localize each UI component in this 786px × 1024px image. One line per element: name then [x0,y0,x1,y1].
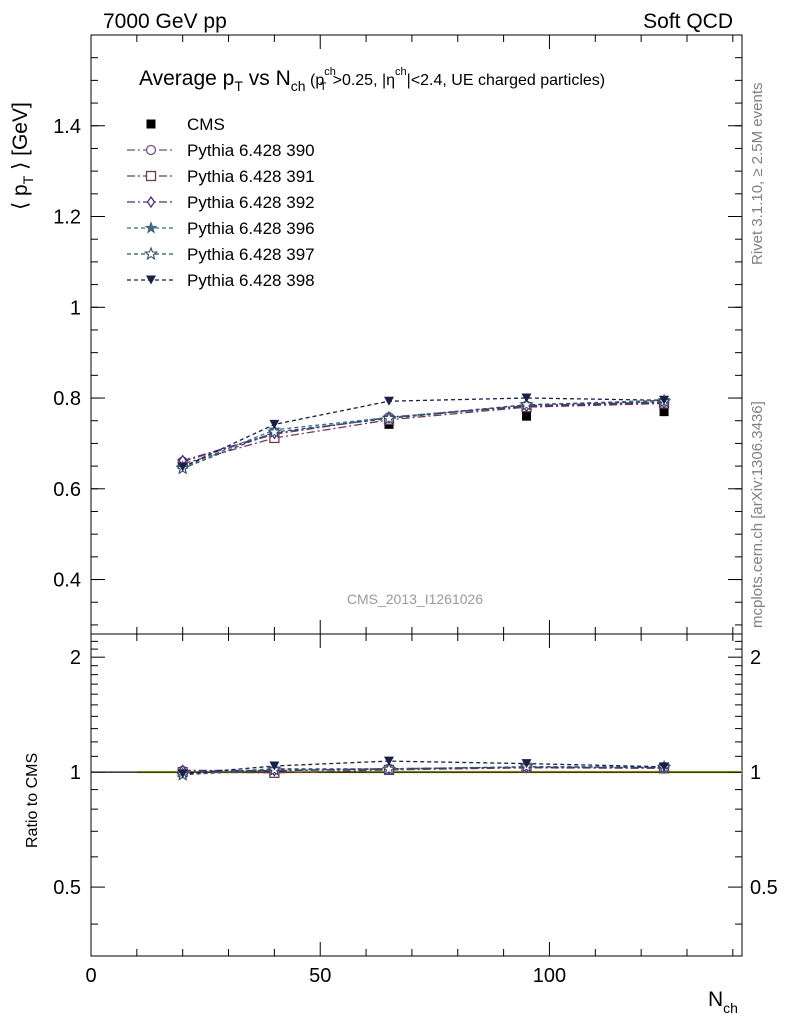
header-left: 7000 GeV pp [103,10,227,33]
mcplots-label: mcplots.cern.ch [arXiv:1306.3436] [749,401,766,628]
main-title: Average pT vs Nch (pch T >0.25, |ηch|<2.4,… [139,66,605,94]
ratio-series-6-point [269,761,280,771]
legend-cms-marker [146,119,156,129]
ratio-line-3 [182,766,665,772]
x-tick-label: 0 [85,965,96,987]
ratio-y-tick-label-right: 0.5 [750,877,778,899]
series-line-1 [182,401,665,463]
ratio-series-6-point [383,756,394,766]
legend-label-1: Pythia 6.428 390 [187,141,315,160]
series-line-4 [182,399,665,468]
y-tick-label: 0.4 [53,570,81,592]
y-tick-label: 0.6 [53,479,81,501]
ratio-y-label: Ratio to CMS [24,753,41,848]
cms-data-point [659,407,669,417]
series-5-point [519,397,534,411]
series-line-5 [182,401,665,470]
header-right: Soft QCD [643,10,733,33]
main-y-label: ⟨ pT ⟩ [GeV] [9,102,36,210]
ratio-series-5-point [381,761,397,776]
ratio-y-tick-label-right: 1 [750,762,761,784]
legend-label-3: Pythia 6.428 392 [187,193,315,212]
ratio-y-tick-label-left: 0.5 [53,877,81,899]
legend-marker-3 [146,195,156,209]
analysis-id: CMS_2013_I1261026 [347,591,483,607]
series-6-point [383,396,394,406]
x-axis-label: Nch [708,988,738,1016]
y-tick-label: 1.4 [53,116,81,138]
legend-label-5: Pythia 6.428 397 [187,245,315,264]
series-6-point [521,393,532,403]
cms-data-point [522,411,532,421]
ratio-series-6-point [521,759,532,769]
series-6-point [269,419,280,429]
series-5-point [381,411,397,425]
ratio-y-tick-label-right: 2 [750,647,761,669]
y-tick-label: 1.2 [53,207,81,229]
legend-marker-6 [146,275,156,285]
legend-cms-label: CMS [187,115,225,134]
x-tick-label: 100 [533,965,566,987]
legend-label-4: Pythia 6.428 396 [187,219,315,238]
legend-marker-1 [145,144,157,156]
y-tick-label: 0.8 [53,388,81,410]
legend-label-6: Pythia 6.428 398 [187,271,315,290]
legend-marker-4 [144,221,158,234]
series-5-point [267,424,282,439]
series-line-6 [182,397,665,468]
ratio-series-6-point [177,769,188,779]
ratio-plot-frame [90,633,743,957]
series-line-3 [182,401,665,462]
series-6-point [659,395,670,405]
ratio-y-tick-label-left: 1 [70,762,81,784]
ratio-panel: 0.5 0.5 1 1 2 2 0 50 100 Ratio to CMS Nch [24,633,778,1016]
x-tick-label: 50 [309,965,331,987]
legend: CMS Pythia 6.428 390 Pythia 6.428 391 Pythi… [127,115,315,290]
main-panel: 0.4 0.6 0.8 1 1.2 1.4 CMS_2013_I1261026 Avera… [9,34,743,635]
legend-marker-5 [143,246,159,261]
ratio-series-6-point [659,762,670,772]
rivet-label: Rivet 3.1.10, ≥ 2.5M events [749,83,766,266]
legend-marker-2 [145,170,157,182]
ratio-y-tick-label-left: 2 [70,647,81,669]
series-6-point [177,462,188,472]
legend-label-2: Pythia 6.428 391 [187,167,315,186]
y-tick-label: 1 [70,297,81,319]
